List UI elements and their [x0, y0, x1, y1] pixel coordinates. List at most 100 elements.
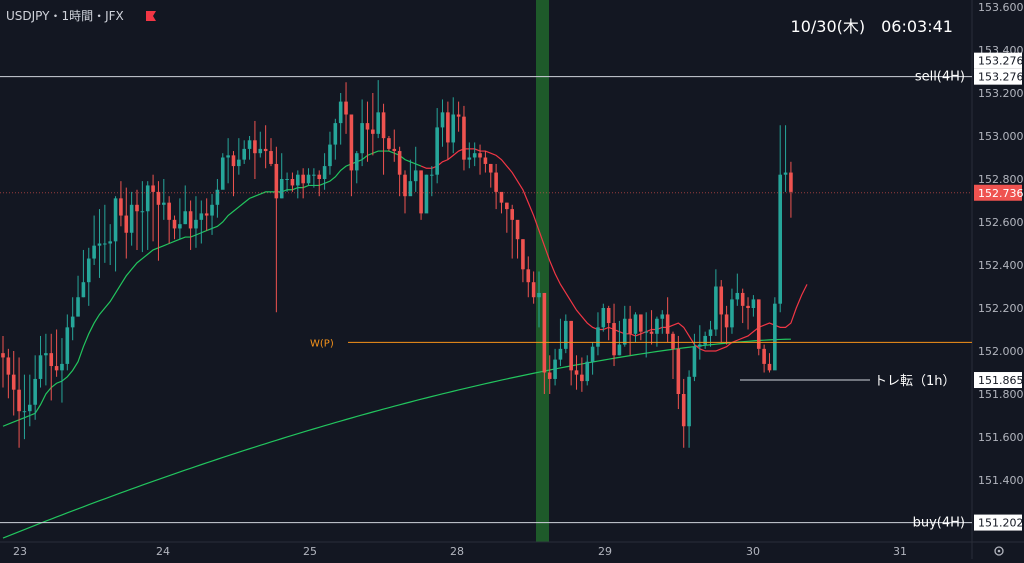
candle-body: [76, 297, 80, 317]
candle-body: [596, 327, 600, 347]
candle-body: [558, 348, 563, 360]
candle-body: [269, 151, 273, 164]
candle-body: [435, 127, 439, 175]
level-price-tag: [974, 68, 1022, 85]
candle-body: [344, 101, 348, 115]
candle-body: [440, 112, 445, 128]
candle-body: [312, 174, 316, 176]
candle-body: [317, 174, 322, 179]
candle-body: [338, 101, 343, 124]
candle-body: [162, 202, 166, 205]
candle-body: [590, 346, 595, 362]
candle-body: [285, 179, 289, 180]
candle-body: [580, 374, 584, 382]
candle-body: [65, 327, 70, 364]
candle-body: [226, 155, 230, 158]
current-price-tag: [974, 184, 1022, 201]
candle-body: [655, 318, 659, 334]
candle-body: [328, 144, 332, 167]
level-price-label: 151.202: [978, 517, 1024, 530]
candle-body: [237, 159, 241, 167]
x-tick-label: 24: [156, 545, 170, 558]
candle-body: [220, 157, 225, 190]
candle-body: [644, 331, 648, 333]
candle-body: [531, 282, 536, 298]
candle-body: [70, 316, 75, 328]
candle-body: [274, 163, 279, 199]
level-price-tag: [974, 52, 1022, 69]
x-tick-label: 23: [13, 545, 27, 558]
candle-body: [542, 292, 547, 373]
candle-body: [403, 174, 407, 197]
candle-body: [124, 215, 129, 233]
candle-body: [392, 148, 397, 152]
symbol-title: USDJPY・1時間・JFX: [6, 9, 124, 23]
candle-body: [601, 308, 606, 328]
y-tick-label: 153.600: [978, 1, 1024, 14]
candle-body: [119, 198, 123, 216]
candle-body: [660, 314, 665, 319]
y-tick-label: 151.400: [978, 474, 1024, 487]
candle-body: [231, 155, 236, 167]
x-tick-label: 30: [746, 545, 760, 558]
candle-body: [354, 153, 359, 171]
candle-body: [360, 123, 364, 154]
candle-body: [11, 374, 16, 390]
candle-body: [322, 166, 327, 179]
candle-body: [762, 348, 766, 364]
candle-body: [708, 329, 713, 336]
candle-body: [113, 198, 118, 242]
candle-body: [456, 114, 461, 117]
candle-body: [628, 318, 632, 334]
candle-body: [371, 129, 375, 134]
candle-body: [451, 114, 456, 143]
candle-body: [756, 299, 761, 349]
candle-body: [60, 363, 64, 371]
candle-body: [767, 363, 772, 371]
candle-body: [714, 286, 718, 330]
candle-body: [167, 202, 171, 220]
settings-gear-icon[interactable]: [994, 546, 1004, 556]
flag-icon[interactable]: [146, 11, 156, 21]
candle-body: [199, 213, 204, 220]
candle-body: [462, 116, 466, 160]
session-highlight: [536, 0, 549, 542]
candle-body: [108, 241, 112, 244]
candle-body: [671, 333, 675, 349]
candle-body: [515, 219, 520, 240]
candle-body: [649, 331, 654, 334]
candle-body: [692, 346, 697, 377]
candle-body: [215, 189, 220, 205]
y-tick-label: 152.400: [978, 259, 1024, 272]
candle-body: [569, 320, 573, 371]
candle-body: [92, 245, 96, 259]
candle-body: [408, 181, 413, 197]
candle-body: [38, 355, 43, 379]
candle-body: [103, 243, 107, 245]
y-tick-label: 152.200: [978, 302, 1024, 315]
candle-body: [606, 308, 611, 324]
y-tick-label: 152.600: [978, 216, 1024, 229]
candle-body: [735, 292, 740, 300]
candle-body: [622, 318, 627, 345]
candle-body: [665, 314, 670, 334]
candle-body: [430, 174, 434, 176]
candle-body: [156, 191, 161, 205]
candle-body: [22, 411, 27, 413]
candle-body: [564, 320, 568, 349]
candle-body: [783, 172, 788, 175]
candle-body: [296, 174, 300, 186]
candle-body: [446, 112, 450, 143]
level-price-tag: [974, 514, 1022, 531]
candle-body: [129, 204, 134, 233]
candle-body: [365, 123, 370, 130]
candle-body: [740, 292, 745, 306]
y-tick-label: 153.200: [978, 87, 1024, 100]
candle-body: [639, 314, 643, 332]
y-tick-label: 151.800: [978, 388, 1024, 401]
candle-body: [505, 202, 509, 210]
candle-body: [499, 191, 504, 203]
candle-body: [574, 370, 579, 375]
